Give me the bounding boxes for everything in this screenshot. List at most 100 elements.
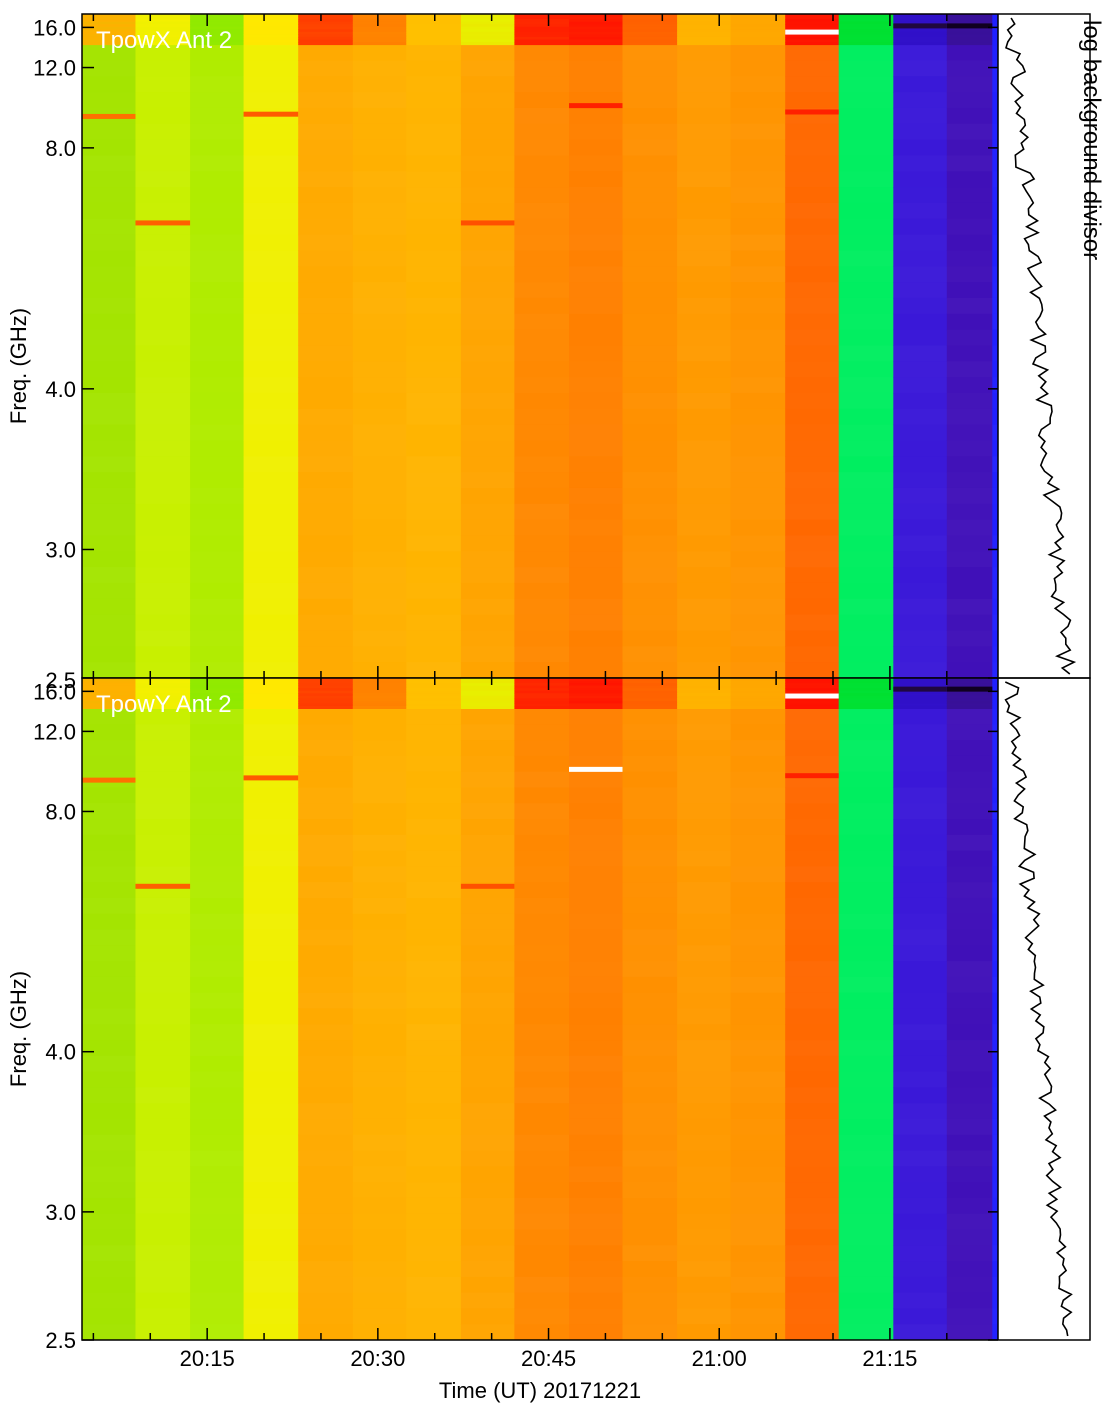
heatmap-cell: [135, 1229, 191, 1246]
heatmap-cell: [190, 34, 245, 38]
heatmap-cell: [298, 582, 354, 600]
heatmap-cell: [622, 39, 678, 43]
heatmap-cell: [406, 107, 462, 125]
heatmap-cell: [730, 44, 786, 61]
heatmap-cell: [992, 123, 999, 141]
heatmap-cell: [298, 19, 354, 23]
heatmap-cell: [135, 42, 191, 46]
heatmap-cell: [460, 1308, 515, 1325]
heatmap-cell: [406, 771, 462, 788]
heatmap-cell: [82, 1213, 136, 1230]
heatmap-cell: [622, 705, 678, 710]
heatmap-cell: [514, 1229, 570, 1246]
y-tick-label: 16.0: [33, 15, 76, 40]
heatmap-cell: [785, 456, 840, 473]
heatmap-cell: [946, 1055, 993, 1073]
heatmap-cell: [569, 1229, 623, 1246]
heatmap-cell: [730, 678, 786, 682]
heatmap-cell: [82, 202, 136, 220]
heatmap-cell: [569, 535, 623, 552]
heatmap-cell: [190, 361, 245, 378]
heatmap-cell: [298, 1308, 354, 1325]
heatmap-cell: [992, 60, 999, 77]
heatmap-cell: [352, 202, 407, 220]
heatmap-cell: [460, 850, 515, 867]
heatmap-cell: [514, 31, 570, 35]
heatmap-cell: [352, 503, 407, 521]
heatmap-cell: [730, 961, 786, 978]
heatmap-cell: [677, 695, 732, 699]
heatmap-cell: [893, 21, 948, 25]
heatmap-cell: [785, 1166, 840, 1183]
heatmap-cell: [569, 297, 623, 315]
heatmap-cell: [730, 187, 786, 204]
heatmap-cell: [243, 688, 299, 692]
heatmap-cell: [514, 1261, 570, 1278]
heatmap-cell: [622, 472, 678, 489]
heatmap-cell: [135, 708, 191, 725]
heatmap-cell: [785, 297, 840, 315]
heatmap-cell: [730, 313, 786, 331]
heatmap-cell: [946, 187, 993, 204]
heatmap-cell: [514, 234, 570, 251]
heatmap-cell: [992, 1103, 999, 1120]
heatmap-cell: [677, 31, 732, 35]
heatmap-cell: [785, 36, 840, 40]
heatmap-cell: [785, 803, 840, 820]
heatmap-cell: [569, 646, 623, 663]
heatmap-cell: [243, 34, 299, 38]
heatmap-cell: [838, 703, 894, 707]
heatmap-cell: [838, 1134, 894, 1152]
heatmap-cell: [785, 187, 840, 204]
heatmap-cell: [677, 703, 732, 707]
heatmap-cell: [190, 551, 245, 568]
heatmap-cell: [298, 1087, 354, 1104]
heatmap-cell: [992, 503, 999, 521]
heatmap-cell: [82, 866, 136, 883]
heatmap-cell: [946, 693, 993, 697]
heatmap-cell: [190, 42, 245, 46]
heatmap-cell: [838, 1324, 894, 1341]
heatmap-cell: [946, 708, 993, 725]
heatmap-cell: [785, 424, 840, 441]
heatmap-cell: [352, 945, 407, 962]
heatmap-cell: [622, 361, 678, 378]
heatmap-cell: [838, 39, 894, 43]
heatmap-cell: [893, 803, 948, 820]
heatmap-cell: [569, 1197, 623, 1215]
heatmap-cell: [946, 171, 993, 188]
heatmap-cell: [622, 329, 678, 346]
heatmap-cell: [135, 1197, 191, 1215]
heatmap-cell: [622, 1134, 678, 1152]
heatmap-cell: [514, 44, 570, 61]
heatmap-cell: [946, 139, 993, 156]
heatmap-column: [352, 678, 407, 1341]
heatmap-cell: [569, 21, 623, 25]
heatmap-cell: [406, 424, 462, 441]
heatmap-cell: [946, 329, 993, 346]
heatmap-cell: [352, 42, 407, 46]
heatmap-cell: [243, 976, 299, 994]
heatmap-cell: [946, 16, 993, 20]
heatmap-cell: [460, 1292, 515, 1309]
heatmap-cell: [838, 1055, 894, 1073]
heatmap-cell: [243, 44, 299, 61]
rfi-line: [569, 766, 623, 772]
heatmap-cell: [730, 708, 786, 725]
heatmap-cell: [946, 646, 993, 663]
heatmap-cell: [946, 234, 993, 251]
heatmap-cell: [569, 693, 623, 697]
heatmap-cell: [946, 1118, 993, 1136]
heatmap-cell: [298, 44, 354, 61]
y-axis-label-top: Freq. (GHz): [6, 308, 31, 424]
heatmap-cell: [838, 819, 894, 836]
heatmap-cell: [514, 700, 570, 704]
heatmap-cell: [838, 19, 894, 23]
heatmap-cell: [785, 1055, 840, 1073]
heatmap-cell: [352, 551, 407, 568]
heatmap-cell: [135, 107, 191, 125]
heatmap-cell: [946, 630, 993, 647]
heatmap-cell: [730, 1182, 786, 1199]
heatmap-cell: [569, 408, 623, 426]
heatmap-cell: [785, 961, 840, 978]
